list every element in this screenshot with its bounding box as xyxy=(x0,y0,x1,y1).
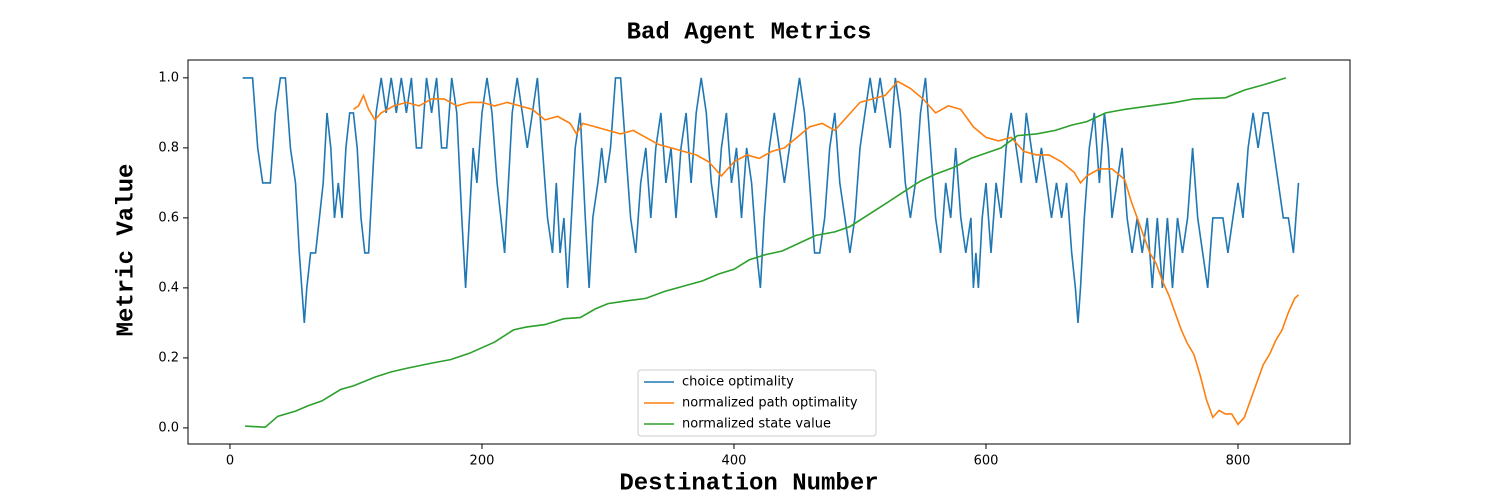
y-axis-label: Metric Value xyxy=(113,164,140,337)
legend-label: choice optimality xyxy=(682,375,794,390)
legend-label: normalized state value xyxy=(682,417,831,432)
legend-box xyxy=(637,369,877,437)
series-line xyxy=(242,77,1300,323)
series-line xyxy=(352,80,1300,426)
plot-frame xyxy=(187,59,1351,445)
x-tick-label: 600 xyxy=(974,454,999,469)
series-line xyxy=(245,77,1287,429)
legend-label: normalized path optimality xyxy=(682,396,858,411)
x-axis-label: Destination Number xyxy=(619,470,878,497)
y-tick-label: 0.4 xyxy=(158,280,179,295)
y-tick-label: 0.0 xyxy=(158,420,179,435)
y-tick-label: 0.2 xyxy=(158,350,179,365)
x-tick-label: 0 xyxy=(226,454,234,469)
y-tick-label: 0.6 xyxy=(158,210,179,225)
y-tick-label: 0.8 xyxy=(158,140,179,155)
x-tick-label: 400 xyxy=(722,454,747,469)
x-tick-label: 800 xyxy=(1226,454,1251,469)
y-tick-label: 1.0 xyxy=(158,70,179,85)
x-tick-label: 200 xyxy=(470,454,495,469)
chart-title: Bad Agent Metrics xyxy=(627,19,872,46)
